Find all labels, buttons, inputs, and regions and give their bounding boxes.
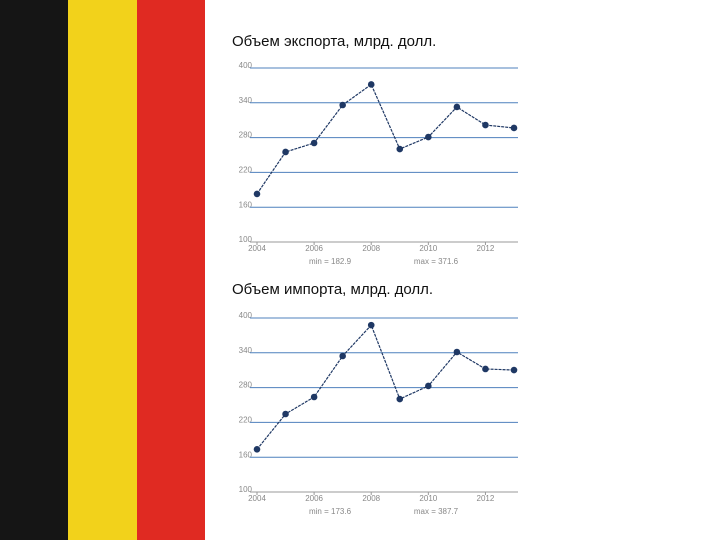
data-point	[253, 446, 261, 453]
annotation: min = 173.6	[309, 507, 352, 516]
x-tick-label: 2004	[248, 244, 266, 253]
flag-yellow	[68, 0, 137, 540]
y-tick-label: 220	[239, 166, 253, 175]
x-tick-label: 2012	[477, 494, 495, 503]
data-point	[425, 382, 432, 390]
y-tick-label: 400	[239, 61, 253, 70]
chart-title: Объем экспорта, млрд. долл.	[232, 33, 436, 50]
chart-title: Объем импорта, млрд. долл.	[232, 281, 433, 298]
x-tick-label: 2010	[419, 494, 437, 503]
data-point	[282, 410, 289, 418]
x-tick-label: 2008	[362, 494, 380, 503]
annotation: min = 182.9	[309, 257, 352, 266]
y-tick-label: 340	[239, 346, 253, 355]
data-point	[396, 395, 404, 403]
data-point	[482, 121, 489, 129]
annotation: max = 371.6	[414, 257, 459, 266]
series-line	[256, 83, 515, 195]
data-point	[367, 321, 375, 329]
x-tick-label: 2006	[305, 494, 323, 503]
data-point	[453, 103, 461, 111]
y-tick-label: 280	[239, 381, 253, 390]
x-tick-label: 2010	[419, 244, 437, 253]
data-point	[453, 348, 461, 356]
data-point	[367, 81, 375, 88]
flag-black	[0, 0, 68, 540]
y-tick-label: 160	[239, 200, 253, 209]
data-point	[396, 145, 404, 153]
data-point	[510, 124, 518, 132]
series-line	[256, 324, 515, 450]
data-point	[310, 139, 318, 147]
x-tick-label: 2006	[305, 244, 323, 253]
flag-red	[137, 0, 205, 540]
y-tick-label: 340	[239, 96, 253, 105]
x-tick-label: 2008	[362, 244, 380, 253]
data-point	[510, 366, 518, 374]
y-tick-label: 100	[239, 235, 253, 244]
data-point	[339, 352, 346, 360]
data-point	[310, 393, 318, 401]
y-tick-label: 100	[239, 485, 253, 494]
data-point	[482, 365, 489, 373]
data-point	[339, 101, 346, 109]
y-tick-label: 220	[239, 416, 253, 425]
y-tick-label: 160	[239, 450, 253, 459]
data-point	[253, 190, 261, 198]
data-point	[282, 148, 289, 156]
x-tick-label: 2012	[477, 244, 495, 253]
x-tick-label: 2004	[248, 494, 266, 503]
annotation: max = 387.7	[414, 507, 459, 516]
data-point	[425, 133, 432, 141]
y-tick-label: 280	[239, 131, 253, 140]
y-tick-label: 400	[239, 311, 253, 320]
